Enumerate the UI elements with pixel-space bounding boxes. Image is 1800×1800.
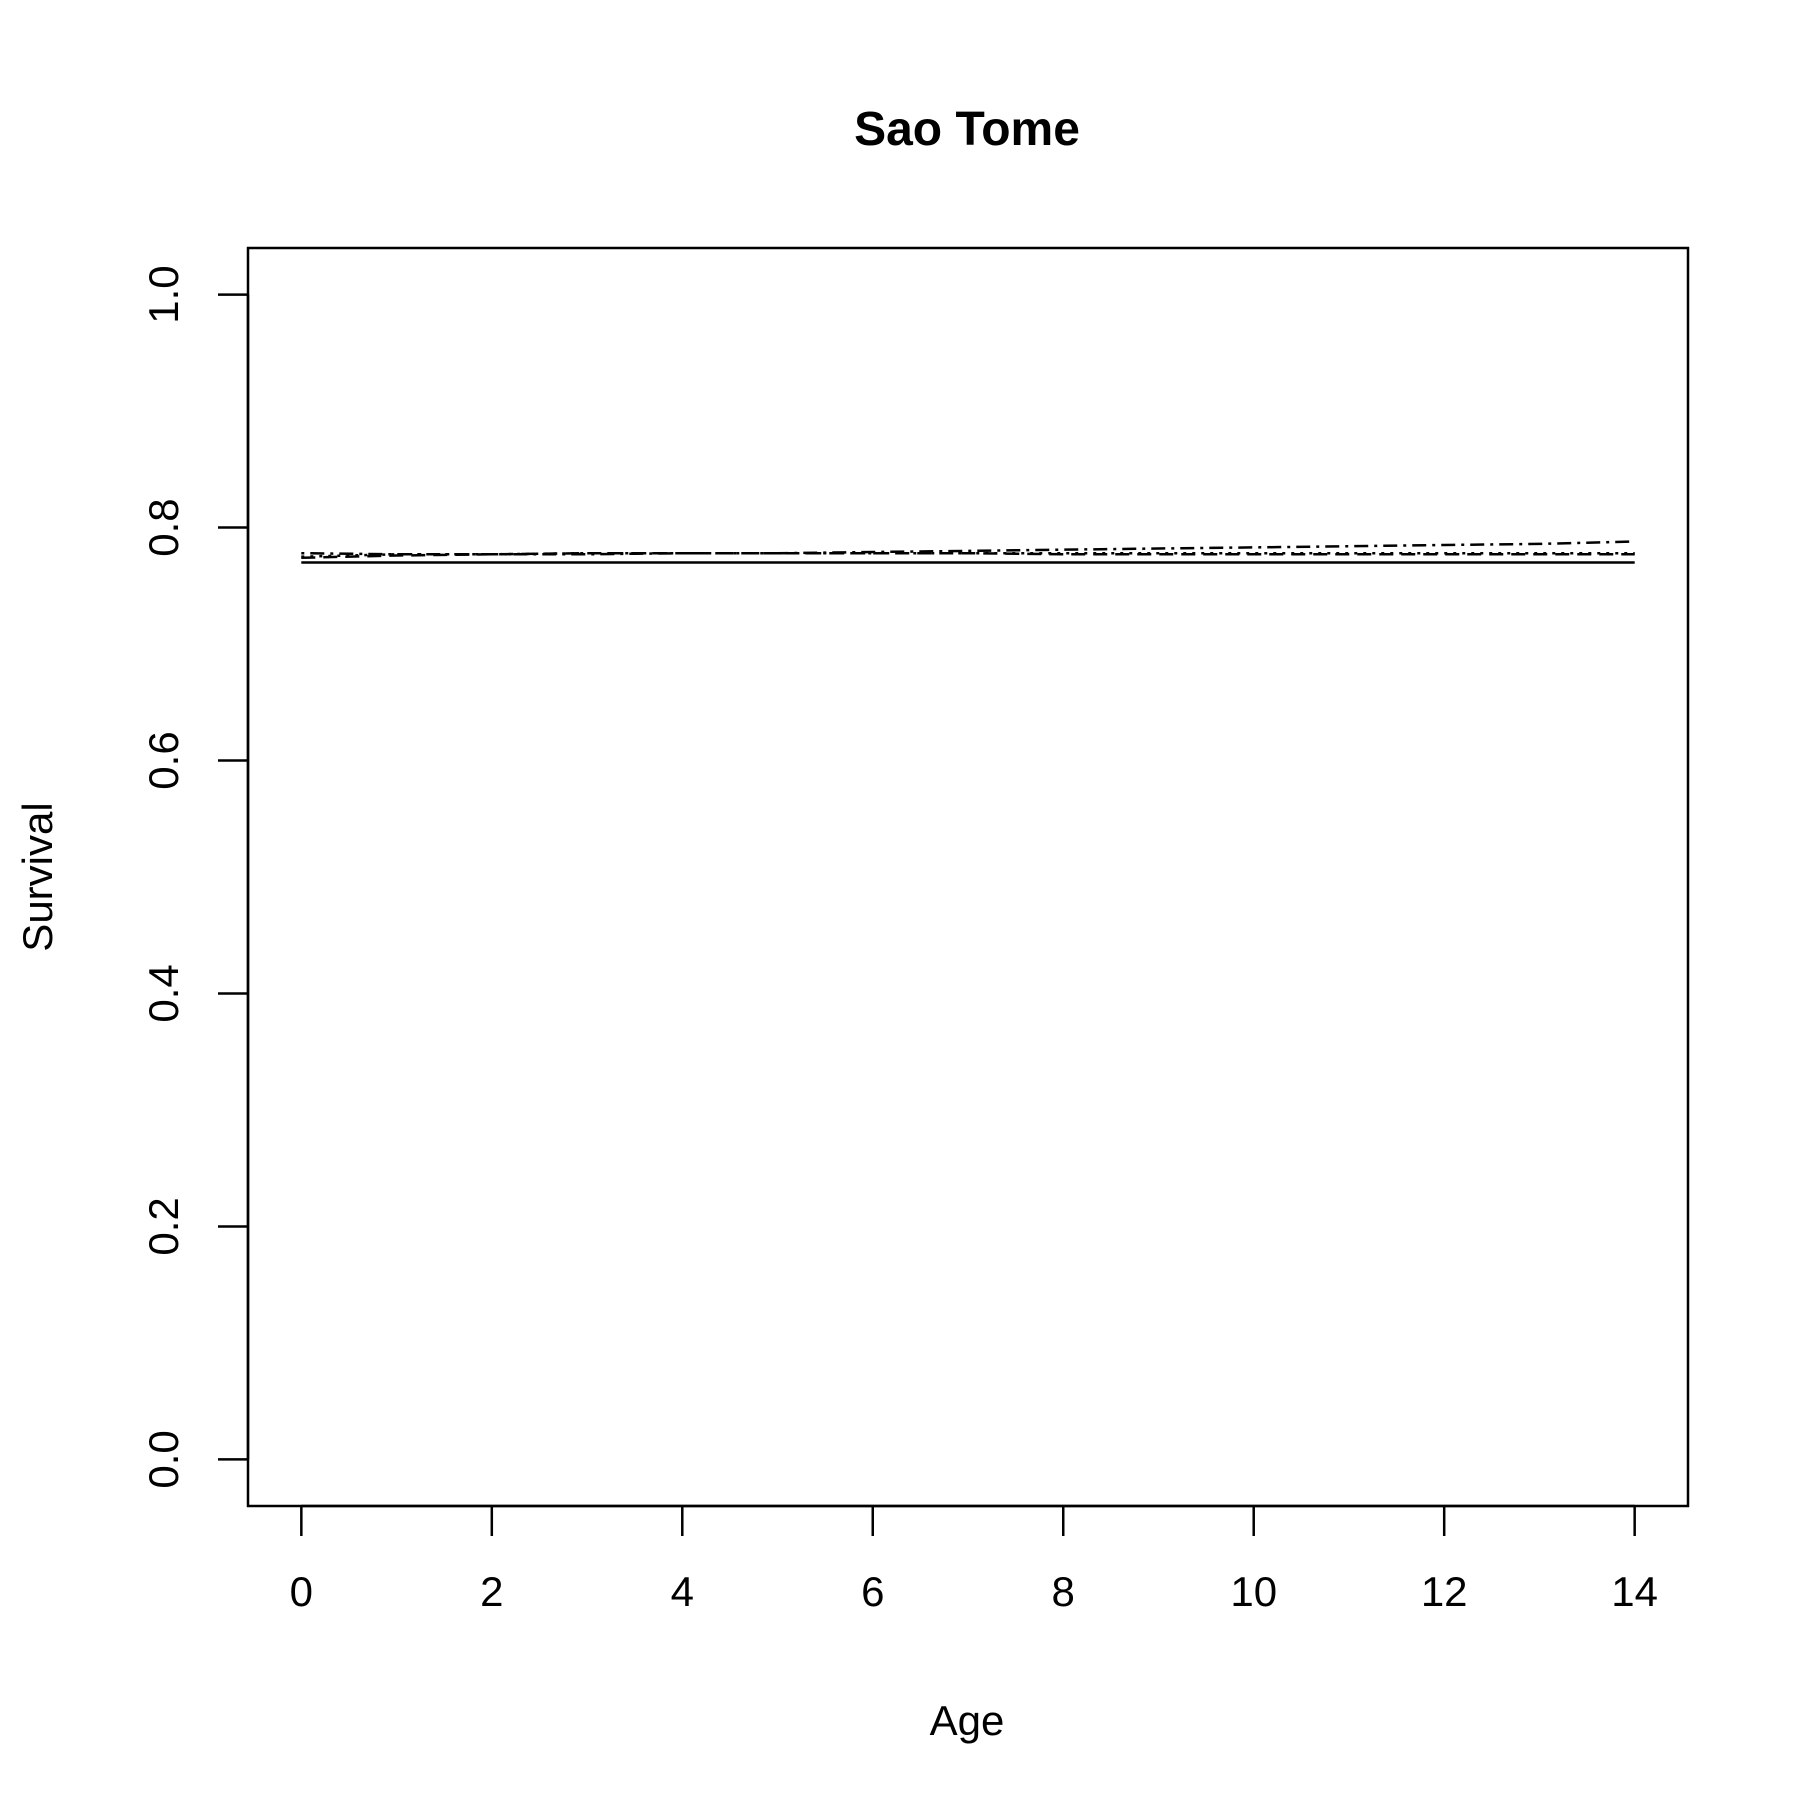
x-axis-label: Age	[930, 1697, 1005, 1744]
y-tick-label: 1.0	[140, 265, 187, 323]
x-tick-label: 0	[290, 1568, 313, 1615]
x-tick-label: 4	[671, 1568, 694, 1615]
chart-title: Sao Tome	[854, 103, 1080, 156]
x-tick-label: 6	[861, 1568, 884, 1615]
x-axis: 0 2 4 6 8 10 12 14	[290, 1504, 1658, 1615]
y-axis-label: Survival	[14, 802, 61, 951]
y-tick-label: 0.8	[140, 498, 187, 556]
x-tick-label: 8	[1052, 1568, 1075, 1615]
x-tick-label: 14	[1611, 1568, 1658, 1615]
series-line-4	[301, 540, 1635, 556]
plot-frame	[246, 246, 1690, 1508]
x-tick-label: 2	[480, 1568, 503, 1615]
y-tick-label: 0.4	[140, 964, 187, 1022]
series-line-3	[301, 551, 1635, 558]
series-layer	[301, 540, 1635, 564]
y-tick-label: 0.0	[140, 1430, 187, 1488]
x-tick-label: 10	[1230, 1568, 1277, 1615]
y-tick-label: 0.6	[140, 731, 187, 789]
x-tick-label: 12	[1421, 1568, 1468, 1615]
y-axis: 0.0 0.2 0.4 0.6 0.8 1.0	[140, 265, 250, 1489]
y-tick-label: 0.2	[140, 1197, 187, 1255]
